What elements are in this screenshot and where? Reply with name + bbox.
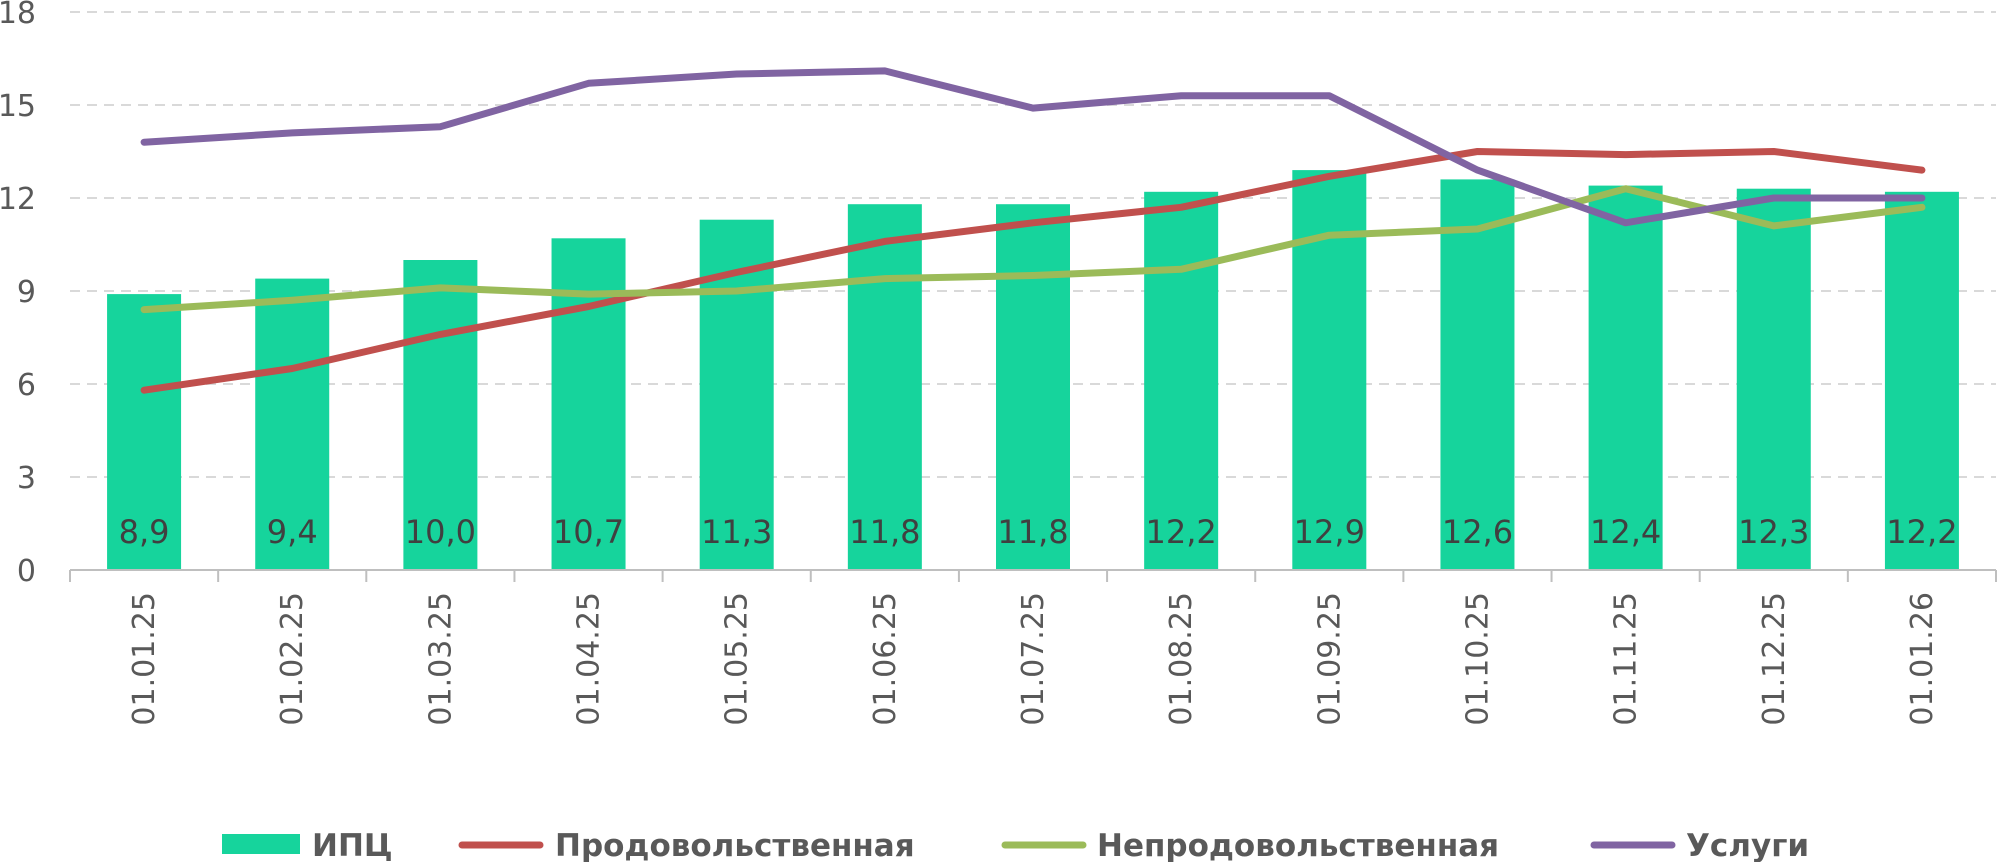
y-tick-label: 3 [17,461,36,496]
lines-group [140,67,1926,394]
bar [847,204,922,570]
x-tick-label: 01.06.25 [868,592,903,726]
legend: ИПЦ Продовольственная Непродовольственная У… [222,828,1809,862]
series-line [140,148,1926,394]
x-tick-label: 01.05.25 [720,592,755,726]
bar-data-label: 11,8 [849,513,920,551]
bar-labels-group: 8,9 9,4 10,0 10,7 11,3 11,8 11,8 12,2 12,9 12,6 12… [119,513,1958,551]
x-tick-label: 01.11.25 [1609,592,1644,726]
bar-data-label: 12,9 [1294,513,1365,551]
y-tick-label: 18 [0,0,36,31]
bar [107,294,182,570]
series-line [140,185,1926,314]
x-tick-label: 01.08.25 [1164,592,1199,726]
y-axis: 0 3 6 9 12 15 18 [0,0,36,589]
bar [1440,179,1515,570]
x-tick-label: 01.01.25 [127,592,162,726]
bar-data-label: 12,2 [1886,513,1957,551]
x-tick-label: 01.12.25 [1757,592,1792,726]
bar-data-label: 12,2 [1146,513,1217,551]
x-axis: 01.01.25 01.02.25 01.03.25 01.04.25 01.05.25… [69,569,1997,726]
bar [403,260,478,570]
bar [1292,170,1367,570]
x-tick-label: 01.04.25 [572,592,607,726]
bar [996,204,1070,570]
x-tick-label: 01.09.25 [1312,592,1347,726]
legend-label: Услуги [1686,828,1809,862]
bars-group [107,170,1959,571]
bar-data-label: 12,6 [1442,513,1513,551]
y-tick-label: 6 [17,368,36,403]
x-tick-label: 01.02.25 [275,592,310,726]
bar-data-label: 10,0 [405,513,476,551]
y-tick-label: 9 [17,275,36,310]
x-tick-label: 01.10.25 [1460,592,1495,726]
bar-data-label: 9,4 [267,513,318,551]
x-tick-label: 01.01.26 [1905,592,1940,726]
bar [1884,191,1959,571]
legend-swatch [222,834,300,854]
series-line [140,67,1926,227]
bar-data-label: 11,8 [997,513,1068,551]
bar [1736,188,1811,570]
bar-data-label: 12,4 [1590,513,1661,551]
bar-data-label: 8,9 [119,513,170,551]
y-tick-label: 15 [0,89,36,124]
legend-label: Непродовольственная [1097,828,1499,862]
x-tick-label: 01.03.25 [423,592,458,726]
bar [255,278,330,570]
legend-label: Продовольственная [555,828,915,862]
bar [1588,185,1663,570]
bar-data-label: 10,7 [553,513,624,551]
bar-data-label: 12,3 [1738,513,1809,551]
bar [1144,191,1219,571]
legend-label: ИПЦ [312,828,393,862]
y-tick-label: 12 [0,182,36,217]
x-tick-label: 01.07.25 [1016,592,1051,726]
bar-data-label: 11,3 [701,513,772,551]
y-tick-label: 0 [17,554,36,589]
